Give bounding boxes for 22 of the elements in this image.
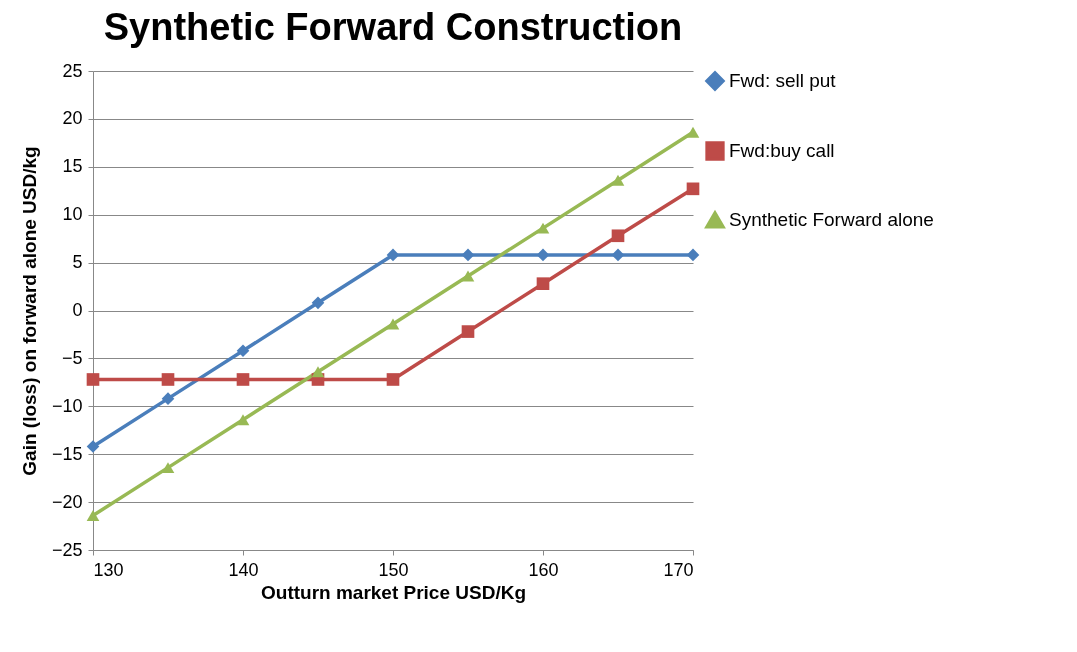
legend-label: Fwd: sell put (729, 70, 837, 91)
y-tick-label: −10 (51, 395, 83, 416)
x-tick-label: 140 (228, 559, 259, 580)
legend-label: Fwd:buy call (729, 140, 835, 161)
x-tick-label: 160 (528, 559, 559, 580)
y-tick-label: 15 (62, 156, 83, 177)
y-tick-label: 10 (62, 204, 83, 225)
x-tick-label: 150 (378, 559, 409, 580)
y-tick-label: 5 (72, 252, 83, 273)
y-tick-label: −15 (51, 443, 83, 464)
y-axis-title: Gain (loss) on forward alone USD/kg (18, 146, 40, 476)
y-tick-label: −20 (51, 491, 83, 512)
x-tick-label: 130 (93, 559, 124, 580)
chart-title: Synthetic Forward Construction (103, 6, 683, 48)
y-tick-label: 0 (72, 300, 83, 320)
y-tick-label: −5 (61, 347, 83, 368)
legend-label: Synthetic Forward alone (729, 209, 934, 230)
y-tick-label: 25 (62, 60, 83, 81)
x-tick-label: 170 (663, 559, 694, 580)
x-axis-title: Outturn market Price USD/Kg (261, 581, 526, 603)
y-tick-label: −25 (51, 539, 83, 560)
y-tick-label: 20 (62, 108, 83, 129)
